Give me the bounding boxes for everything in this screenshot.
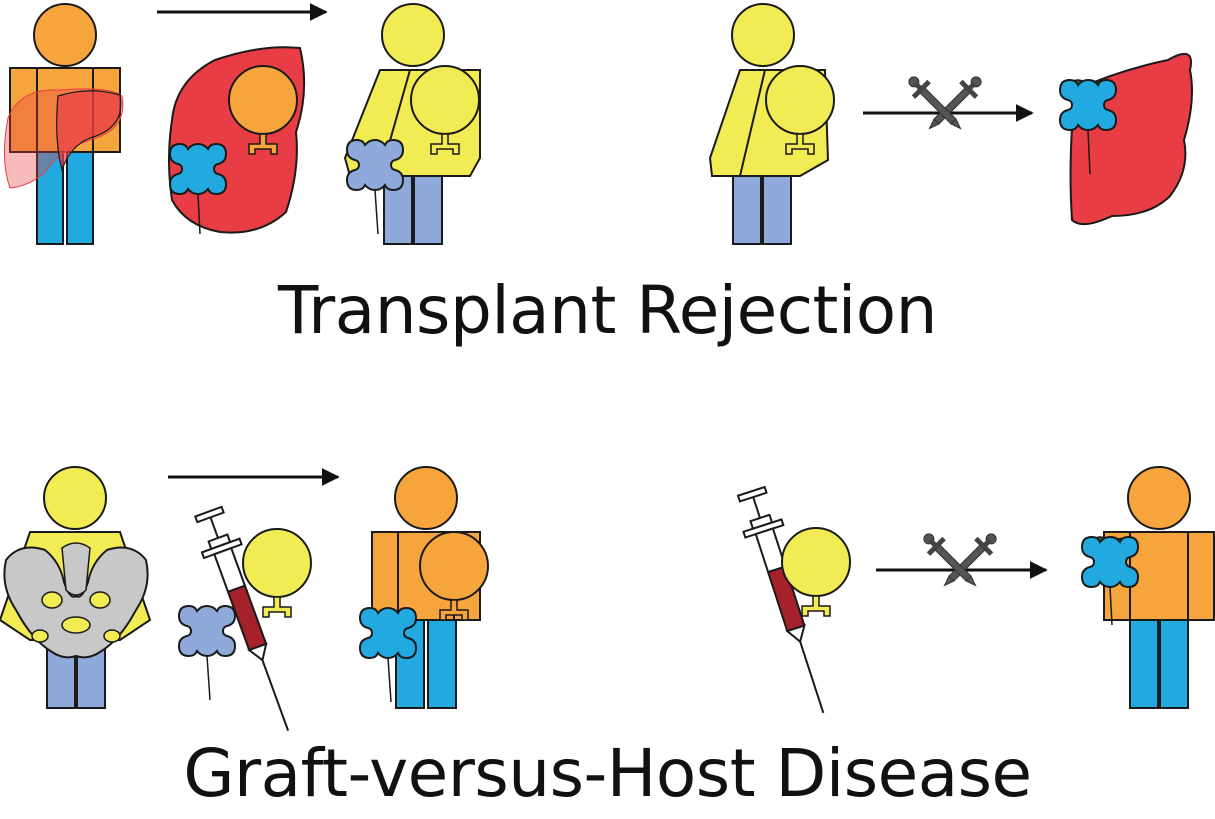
syringe-2-icon	[731, 484, 844, 721]
donor-person-icon	[3, 3, 124, 245]
pelvis-icon	[3, 542, 149, 659]
host-target-person-icon	[1103, 466, 1215, 709]
crossed-swords-2-icon	[917, 527, 1003, 594]
transplant-rejection-panel	[3, 3, 1193, 245]
target-receptor-icon	[1059, 79, 1117, 175]
gvhd-panel	[0, 466, 1215, 739]
graft-receptor-icon	[178, 605, 236, 701]
recipient-receptor-icon	[346, 139, 404, 235]
gvhd-title: Graft-versus-Host Disease	[183, 735, 1032, 812]
host-receptor-icon	[359, 607, 417, 703]
donor-receptor-icon	[169, 143, 227, 235]
crossed-swords-icon	[902, 70, 988, 137]
graft-cell-icon	[242, 528, 312, 618]
host-target-receptor-icon	[1081, 536, 1139, 626]
transplant-rejection-title: Transplant Rejection	[278, 272, 937, 349]
